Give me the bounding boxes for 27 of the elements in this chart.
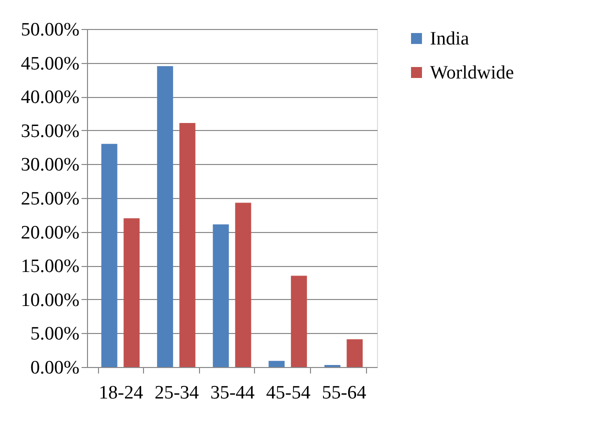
x-tick-label: 25-34 [154,382,200,404]
bar [268,360,285,367]
x-tick-label: 45-54 [266,382,311,404]
y-tick-label: 45.00% [20,53,80,74]
y-tick-label: 40.00% [20,87,80,108]
y-tick-label: 20.00% [20,222,80,244]
bar [212,224,229,367]
bar [235,202,252,367]
bar [101,144,118,367]
bar [290,276,307,367]
bar [124,218,140,367]
x-tick-label: 35-44 [210,382,256,404]
legend-label: India [430,28,470,50]
y-tick-label: 15.00% [20,256,80,278]
y-tick-label: 0.00% [30,358,80,378]
x-tick-label: 55-64 [322,382,367,404]
y-tick-label: 5.00% [30,324,80,345]
y-tick-label: 30.00% [20,154,80,176]
bar [179,122,196,367]
y-tick-label: 10.00% [20,290,80,311]
y-tick-label: 25.00% [20,188,80,210]
legend-label: Worldwide [430,62,514,84]
y-tick-label: 35.00% [20,120,80,142]
y-tick-label: 50.00% [20,20,80,40]
x-tick-label: 18-24 [98,382,144,404]
bar [346,339,363,367]
bar [157,66,174,367]
